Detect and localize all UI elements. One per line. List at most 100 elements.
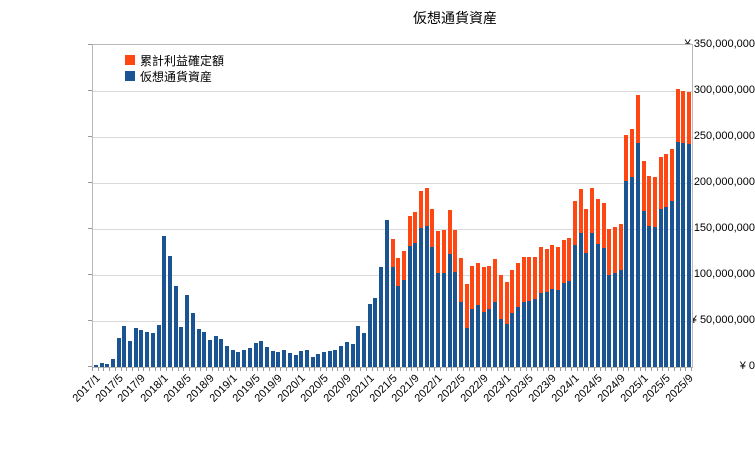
bar-segment-assets — [242, 349, 247, 367]
bar-segment-assets — [116, 338, 121, 367]
x-axis-tick — [491, 367, 493, 371]
bar-segment-realized-profit — [607, 228, 612, 275]
x-axis-tick — [594, 367, 596, 371]
x-axis-tick — [103, 367, 105, 371]
x-axis-tick — [303, 367, 305, 371]
bar-segment-assets — [168, 255, 172, 367]
bar-segment-assets — [641, 210, 646, 367]
x-axis-tick — [382, 367, 384, 371]
bar-segment-assets — [367, 304, 372, 367]
bar-segment-assets — [202, 332, 207, 367]
x-axis-tick — [474, 367, 476, 371]
bar-segment-realized-profit — [441, 229, 446, 274]
y-axis-tick — [88, 136, 92, 137]
bar-segment-assets — [675, 141, 680, 367]
bar-segment-assets — [356, 325, 361, 367]
x-axis-tick — [291, 367, 293, 371]
x-axis-tick — [331, 367, 333, 371]
bar-segment-realized-profit — [561, 240, 566, 284]
x-axis-tick — [439, 367, 441, 371]
x-axis-tick — [365, 367, 367, 371]
x-axis-tick — [685, 367, 687, 371]
bar-segment-assets — [527, 300, 532, 367]
x-axis-tick — [234, 367, 236, 371]
bar-segment-assets — [447, 253, 452, 367]
bar-segment-assets — [590, 232, 595, 367]
bar-segment-assets — [150, 332, 155, 367]
bar-segment-assets — [510, 312, 515, 367]
bar-segment-assets — [573, 244, 578, 367]
x-axis-tick — [177, 367, 179, 371]
x-axis-tick — [126, 367, 128, 371]
bar-segment-assets — [185, 295, 190, 367]
x-axis-tick — [662, 367, 664, 371]
bar-segment-assets — [630, 176, 635, 367]
bar-segment-assets — [293, 354, 298, 367]
bar-segment-realized-profit — [652, 176, 657, 228]
bar-segment-assets — [584, 252, 589, 367]
x-axis-tick — [314, 367, 316, 371]
bar-segment-assets — [681, 143, 686, 367]
bar-segment-realized-profit — [424, 187, 429, 227]
x-axis-tick — [160, 367, 162, 371]
x-axis-tick — [514, 367, 516, 371]
x-axis-tick — [468, 367, 470, 371]
bar-segment-assets — [498, 318, 503, 367]
x-axis-tick — [188, 367, 190, 371]
y-axis-label: ¥ 350,000,000 — [684, 38, 755, 50]
x-axis-tick — [263, 367, 265, 371]
bar-segment-realized-profit — [430, 208, 435, 248]
bar-segment-assets — [453, 272, 458, 367]
bar-segment-realized-profit — [396, 258, 401, 287]
x-axis-tick — [582, 367, 584, 371]
bar-segment-assets — [207, 340, 212, 367]
bar-segment-realized-profit — [476, 262, 481, 306]
bar-segment-realized-profit — [664, 154, 669, 207]
bar-segment-assets — [322, 352, 327, 367]
bar-segment-assets — [436, 273, 441, 367]
bar-segment-realized-profit — [453, 229, 458, 273]
x-axis-tick — [137, 367, 139, 371]
y-axis-tick — [88, 228, 92, 229]
y-axis-tick — [88, 90, 92, 91]
x-axis-tick — [400, 367, 402, 371]
x-axis-tick — [114, 367, 116, 371]
x-axis-tick — [611, 367, 613, 371]
x-axis-tick — [166, 367, 168, 371]
x-axis-tick — [285, 367, 287, 371]
x-axis-tick — [679, 367, 681, 371]
bar-segment-assets — [190, 312, 195, 367]
x-axis-tick — [143, 367, 145, 371]
x-axis-tick — [616, 367, 618, 371]
x-axis-tick — [120, 367, 122, 371]
x-axis-tick — [109, 367, 111, 371]
bar-segment-realized-profit — [481, 267, 486, 312]
bar-segment-assets — [350, 344, 355, 367]
bar-segment-assets — [544, 292, 549, 367]
plot-area — [92, 44, 693, 368]
gridline — [93, 229, 692, 230]
y-axis-label: ¥ 50,000,000 — [690, 314, 755, 326]
bar-segment-realized-profit — [510, 269, 515, 313]
y-axis-label: ¥ 100,000,000 — [684, 268, 755, 280]
bar-segment-assets — [555, 289, 560, 367]
bar-segment-realized-profit — [436, 230, 441, 274]
chart-title: 仮想通貨資産 — [413, 10, 497, 26]
bar-segment-assets — [396, 286, 401, 367]
bar-segment-assets — [299, 351, 304, 367]
bar-segment-assets — [618, 269, 623, 367]
bar-segment-realized-profit — [538, 247, 543, 294]
x-axis-tick — [633, 367, 635, 371]
bar-segment-assets — [419, 228, 424, 367]
bar-segment-realized-profit — [647, 175, 652, 227]
x-axis-tick — [599, 367, 601, 371]
x-axis-tick — [417, 367, 419, 371]
y-axis-label: ¥ 200,000,000 — [684, 176, 755, 188]
x-axis-tick — [691, 367, 692, 371]
bar-segment-assets — [99, 362, 104, 367]
legend-label: 累計利益確定額 — [140, 53, 225, 68]
bar-segment-assets — [236, 352, 241, 367]
x-axis-tick — [320, 367, 322, 371]
x-axis-tick — [479, 367, 481, 371]
bar-segment-assets — [390, 266, 395, 367]
